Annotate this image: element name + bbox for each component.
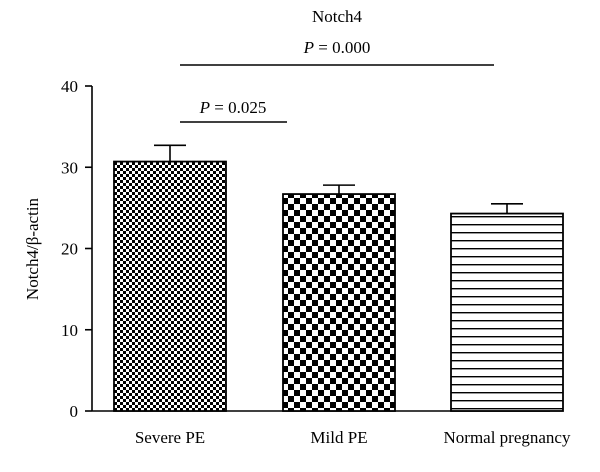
y-tick-label: 10 bbox=[61, 321, 78, 340]
bar-severe-pe bbox=[113, 160, 227, 412]
y-tick-label: 0 bbox=[70, 402, 79, 421]
x-tick-label: Mild PE bbox=[310, 428, 367, 447]
y-axis-label: Notch4/β-actin bbox=[23, 197, 42, 300]
y-tick-label: 20 bbox=[61, 240, 78, 259]
overall-p-value: P = 0.000 bbox=[303, 38, 371, 57]
y-tick-label: 30 bbox=[61, 158, 78, 177]
x-tick-label: Severe PE bbox=[135, 428, 205, 447]
x-tick-label: Normal pregnancy bbox=[444, 428, 571, 447]
chart-title: Notch4 bbox=[312, 7, 363, 26]
pairwise-p-value: P = 0.025 bbox=[199, 98, 267, 117]
bar-mild-pe bbox=[282, 193, 396, 412]
bars: Severe PE Mild PE Normal pregnancy bbox=[113, 144, 571, 447]
annotations: P = 0.025 P = 0.000 bbox=[180, 38, 494, 123]
bar-normal-pregnancy bbox=[450, 212, 564, 412]
y-tick-label: 40 bbox=[61, 77, 78, 96]
